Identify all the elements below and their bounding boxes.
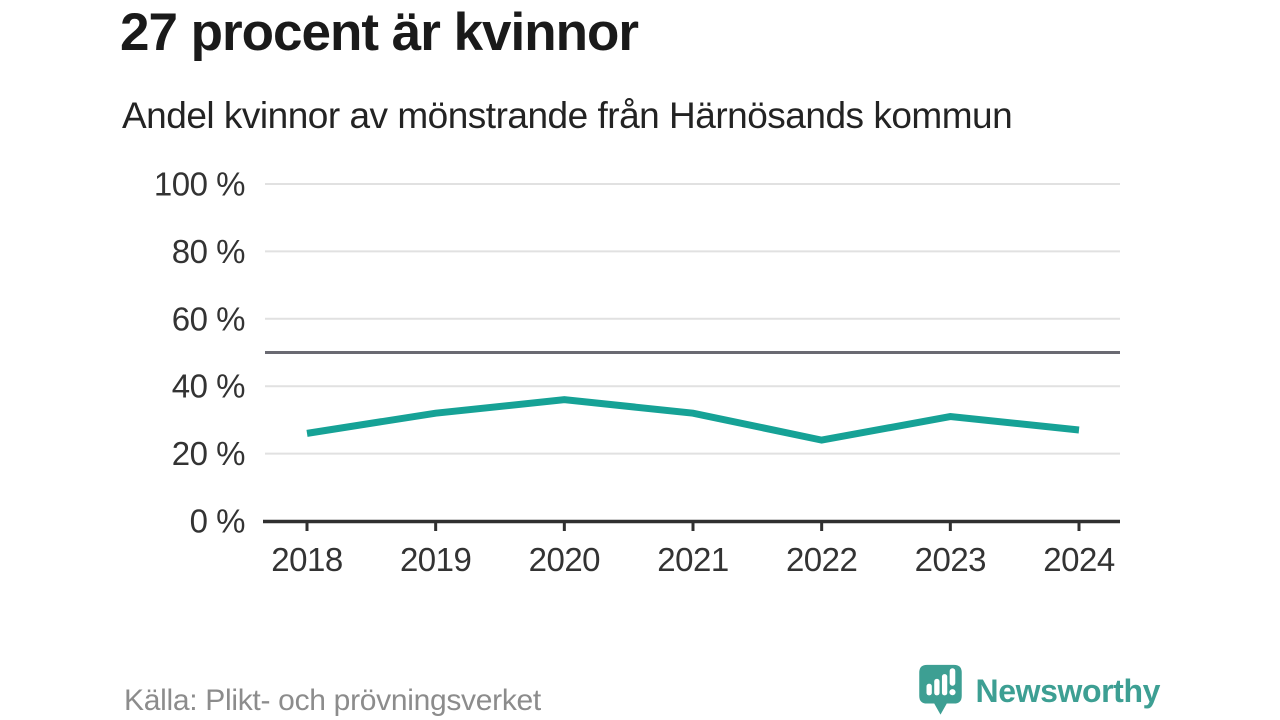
- source-note: Källa: Plikt- och prövningsverket: [124, 684, 541, 717]
- x-tick-label: 2021: [657, 541, 728, 578]
- y-tick-label: 0 %: [190, 503, 246, 540]
- x-tick-label: 2024: [1043, 541, 1115, 578]
- x-tick-label: 2022: [786, 541, 857, 578]
- bubble-shape: [918, 664, 962, 715]
- exclamation-dot: [948, 689, 956, 696]
- x-tick-label: 2019: [400, 541, 471, 578]
- data-line-series: [306, 396, 1080, 444]
- y-tick-label: 60 %: [172, 300, 245, 337]
- chart-title: 27 procent är kvinnor: [120, 3, 639, 62]
- y-tick-label: 40 %: [172, 368, 245, 405]
- bar-small: [926, 683, 932, 696]
- bar-large: [941, 674, 947, 696]
- chart-subtitle: Andel kvinnor av mönstrande från Härnösa…: [122, 95, 1013, 136]
- brand-logo: Newsworthy: [917, 664, 1161, 718]
- brand-name: Newsworthy: [975, 672, 1161, 709]
- y-tick-label: 20 %: [172, 435, 245, 472]
- exclamation-bar: [949, 668, 955, 686]
- y-tick-label: 80 %: [172, 233, 245, 270]
- y-tick-label: 100 %: [154, 166, 245, 203]
- bar-medium: [933, 678, 940, 696]
- newsworthy-chart-bubble-icon: [918, 664, 962, 715]
- x-tick-label: 2023: [915, 541, 986, 578]
- x-tick-label: 2018: [271, 541, 342, 578]
- x-tick-label: 2020: [529, 541, 601, 578]
